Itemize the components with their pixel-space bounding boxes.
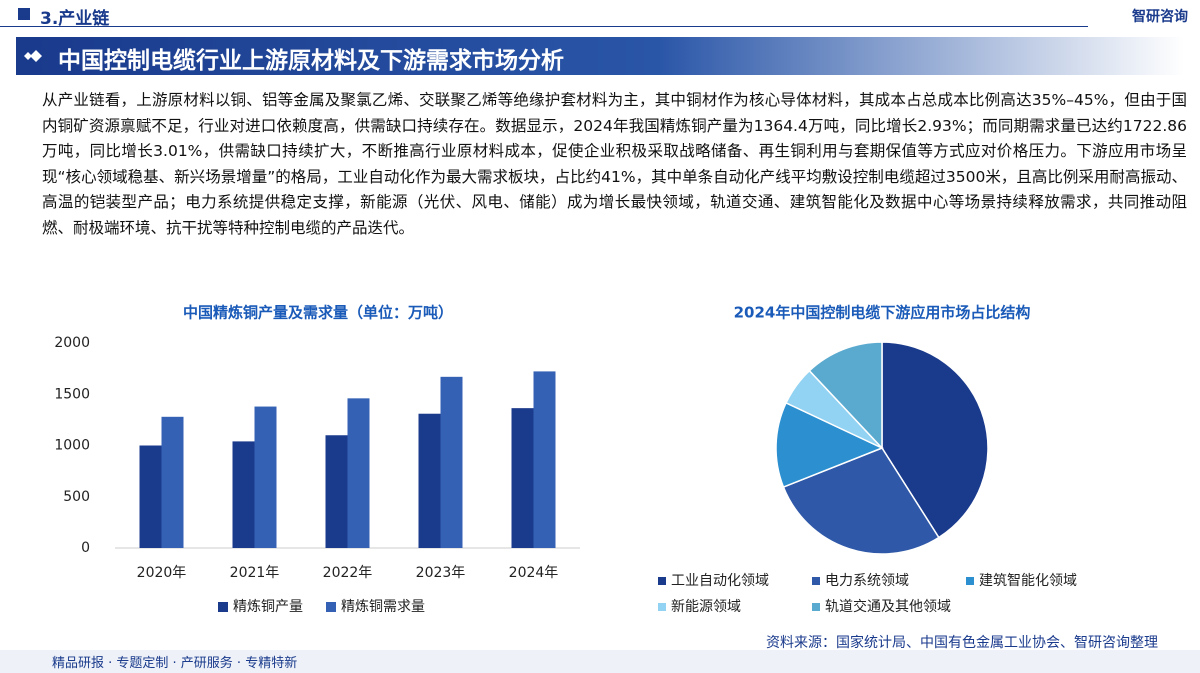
section-icon: [18, 8, 30, 20]
legend-swatch: [326, 602, 336, 612]
y-tick-label: 2000: [54, 335, 90, 351]
bar: [161, 416, 184, 548]
legend-label: 工业自动化领域: [671, 573, 769, 589]
legend-label: 轨道交通及其他领域: [825, 598, 951, 615]
chart-title: 中国精炼铜产量及需求量（单位：万吨）: [183, 304, 453, 322]
footer-text: 精品研报 · 专题定制 · 产研服务 · 专精特新: [52, 656, 298, 671]
bar: [325, 435, 348, 548]
y-tick-label: 0: [81, 540, 90, 556]
bar: [232, 441, 255, 548]
legend-swatch: [812, 577, 820, 585]
title-banner: [16, 37, 1184, 75]
legend-label: 精炼铜产量: [233, 599, 303, 615]
banner-icon: [24, 50, 42, 62]
x-tick-label: 2022年: [323, 565, 373, 581]
bar: [139, 445, 162, 548]
legend-swatch: [966, 577, 974, 585]
source-note: 资料来源：国家统计局、中国有色金属工业协会、智研咨询整理: [766, 635, 1158, 651]
legend-label: 电力系统领域: [825, 573, 909, 589]
x-tick-label: 2021年: [230, 565, 280, 581]
bar: [511, 408, 534, 548]
chart-title: 2024年中国控制电缆下游应用市场占比结构: [734, 304, 1031, 322]
page-title: 中国控制电缆行业上游原材料及下游需求市场分析: [58, 48, 564, 74]
legend-label: 精炼铜需求量: [341, 599, 425, 615]
pie-slice: [775, 401, 884, 488]
legend-swatch: [812, 603, 820, 611]
x-tick-label: 2024年: [509, 565, 559, 581]
x-tick-label: 2023年: [416, 565, 466, 581]
legend-label: 新能源领域: [671, 599, 741, 615]
legend-swatch: [218, 602, 228, 612]
y-tick-label: 1500: [54, 386, 90, 402]
y-tick-label: 500: [63, 489, 90, 505]
legend-label: 建筑智能化领域: [979, 573, 1077, 589]
y-tick-label: 1000: [54, 438, 90, 454]
body-text: 从产业链看，上游原材料以铜、铝等金属及聚氯乙烯、交联聚乙烯等绝缘护套材料为主，其…: [42, 91, 1187, 237]
pie-slice: [782, 447, 940, 555]
footer-bar: [0, 650, 1200, 673]
header-rule: [0, 26, 1088, 27]
brand: 智研咨询: [1132, 9, 1188, 25]
legend-swatch: [658, 577, 666, 585]
x-tick-label: 2020年: [137, 565, 187, 581]
bar: [347, 398, 370, 548]
section-label: 3.产业链: [40, 9, 110, 29]
bar: [440, 376, 463, 548]
pie-slice: [808, 341, 883, 450]
bar: [533, 371, 556, 548]
legend-swatch: [658, 603, 666, 611]
bar: [254, 406, 277, 548]
bar: [418, 413, 441, 548]
